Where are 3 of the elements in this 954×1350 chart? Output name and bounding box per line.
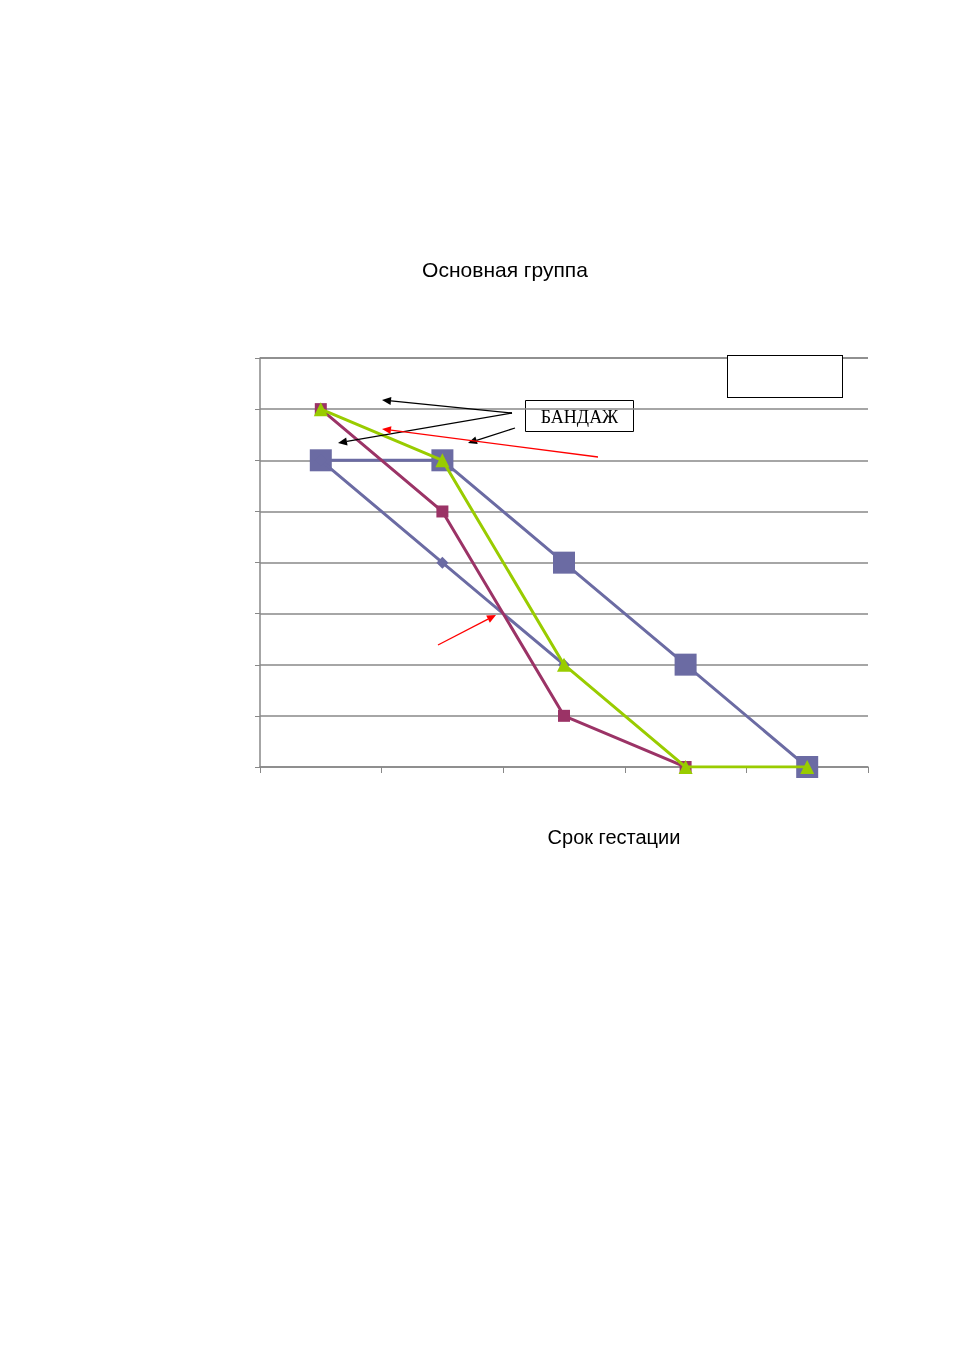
annotation: БАНДАЖ <box>540 406 620 427</box>
chart-title: Основная группа <box>422 258 589 281</box>
x-axis-title: Срок гестации <box>547 826 681 848</box>
